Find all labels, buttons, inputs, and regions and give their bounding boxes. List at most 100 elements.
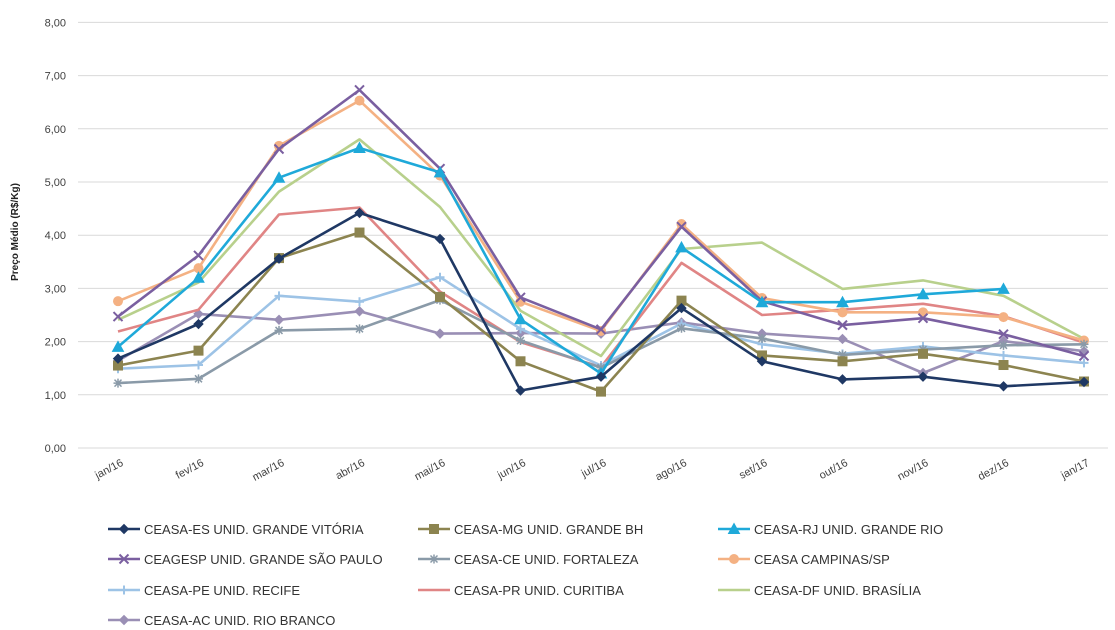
data-point xyxy=(193,345,204,356)
legend-item: CEASA-DF UNID. BRASÍLIA xyxy=(718,583,921,598)
legend-item: CEASA-PR UNID. CURITIBA xyxy=(418,583,624,598)
x-tick-label: mar/16 xyxy=(251,457,287,484)
data-point xyxy=(1078,376,1090,388)
legend-label: CEASA-MG UNID. GRANDE BH xyxy=(454,522,643,537)
data-point xyxy=(433,165,447,178)
data-point xyxy=(112,353,124,364)
data-point xyxy=(274,325,284,335)
legend-label: CEASA-RJ UNID. GRANDE RIO xyxy=(754,522,943,537)
data-point xyxy=(916,287,930,300)
y-tick-label: 5,00 xyxy=(45,177,66,189)
data-point xyxy=(273,314,285,325)
data-point xyxy=(1078,350,1090,362)
data-point xyxy=(274,291,284,301)
legend-item: CEASA-CE UNID. FORTALEZA xyxy=(418,552,639,567)
series-line xyxy=(117,206,1085,369)
y-tick-label: 8,00 xyxy=(45,17,66,29)
data-point xyxy=(111,340,125,352)
data-point xyxy=(113,296,123,307)
data-point xyxy=(997,282,1010,294)
data-point xyxy=(355,297,364,307)
legend-item: CEASA-PE UNID. RECIFE xyxy=(108,583,300,598)
y-tick-label: 4,00 xyxy=(45,230,66,242)
data-point xyxy=(595,371,607,382)
data-point xyxy=(193,308,204,320)
data-point xyxy=(113,378,123,388)
data-point xyxy=(435,272,445,282)
x-tick-label: dez/16 xyxy=(976,457,1011,483)
data-point xyxy=(354,306,365,317)
series-lines xyxy=(111,84,1090,397)
data-point xyxy=(119,585,129,595)
legend-label: CEASA-PR UNID. CURITIBA xyxy=(454,583,624,598)
y-tick-label: 3,00 xyxy=(45,283,66,295)
y-tick-label: 6,00 xyxy=(45,124,66,136)
legend-label: CEASA-PE UNID. RECIFE xyxy=(144,583,300,598)
y-tick-label: 2,00 xyxy=(45,337,66,349)
legend-item: CEASA-ES UNID. GRANDE VITÓRIA xyxy=(108,522,364,537)
data-point xyxy=(429,524,439,534)
data-point xyxy=(837,307,848,318)
x-tick-label: out/16 xyxy=(817,457,850,482)
data-point xyxy=(837,333,848,345)
data-point xyxy=(192,271,205,283)
data-point xyxy=(515,385,526,396)
gridlines xyxy=(78,21,1108,449)
x-tick-label: ago/16 xyxy=(654,457,689,483)
data-point xyxy=(194,360,203,370)
y-axis-ticks: 0,00 1,00 2,00 3,00 4,00 5,00 6,00 7,00 8,00 xyxy=(45,17,66,455)
legend-item: CEAGESP UNID. GRANDE SÃO PAULO xyxy=(108,552,383,567)
legend-label: CEASA-DF UNID. BRASÍLIA xyxy=(754,583,921,598)
data-point xyxy=(596,386,606,397)
data-point xyxy=(272,171,286,183)
data-point xyxy=(755,295,769,308)
legend-label: CEASA CAMPINAS/SP xyxy=(754,552,890,567)
series-line xyxy=(117,88,1085,358)
data-point xyxy=(727,522,741,534)
data-point xyxy=(354,95,365,106)
data-point xyxy=(193,318,204,330)
series-line xyxy=(117,146,1004,375)
data-point xyxy=(917,312,929,324)
legend: CEASA-ES UNID. GRANDE VITÓRIA CEASA-MG UN… xyxy=(108,522,943,628)
data-point xyxy=(515,356,526,367)
data-point xyxy=(677,323,686,333)
x-tick-label: fev/16 xyxy=(174,457,206,482)
legend-label: CEAGESP UNID. GRANDE SÃO PAULO xyxy=(144,552,383,567)
data-point xyxy=(354,227,365,238)
x-tick-label: set/16 xyxy=(737,457,769,482)
data-point xyxy=(273,143,285,155)
legend-label: CEASA-CE UNID. FORTALEZA xyxy=(454,552,639,567)
data-point xyxy=(917,371,929,382)
data-point xyxy=(838,350,847,360)
y-tick-label: 0,00 xyxy=(45,443,66,455)
series-9 xyxy=(117,138,1085,358)
data-point xyxy=(676,221,687,232)
data-point xyxy=(676,302,687,314)
series-3 xyxy=(111,141,1010,379)
data-point xyxy=(675,240,688,253)
y-tick-label: 1,00 xyxy=(45,390,66,402)
data-point xyxy=(118,614,130,626)
data-point xyxy=(999,340,1008,350)
data-point xyxy=(354,207,365,219)
series-1 xyxy=(112,207,1090,396)
data-point xyxy=(194,374,203,384)
x-tick-label: jun/16 xyxy=(495,457,528,482)
data-point xyxy=(353,141,366,153)
x-tick-label: abr/16 xyxy=(334,457,367,482)
data-point xyxy=(516,336,525,346)
data-point xyxy=(118,553,130,565)
data-point xyxy=(355,324,364,334)
data-point xyxy=(729,554,739,564)
data-point xyxy=(1079,358,1089,368)
x-tick-label: jan/17 xyxy=(1058,457,1091,482)
x-tick-label: jul/16 xyxy=(579,457,609,480)
series-8 xyxy=(117,206,1085,369)
legend-item: CEASA-MG UNID. GRANDE BH xyxy=(418,522,643,537)
data-point xyxy=(1079,339,1089,349)
data-point xyxy=(434,233,446,245)
y-tick-label: 7,00 xyxy=(45,71,66,83)
data-point xyxy=(514,312,527,325)
